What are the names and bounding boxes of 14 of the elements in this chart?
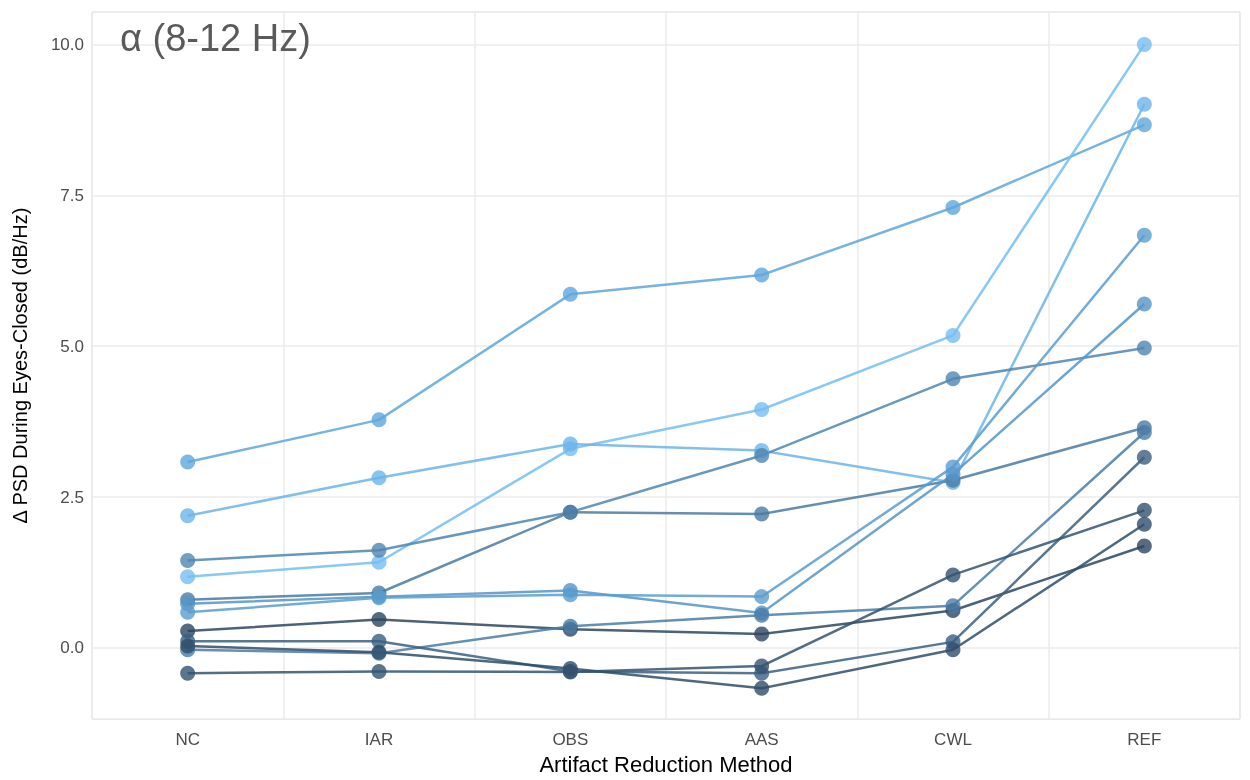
- y-tick-label: 10.0: [50, 35, 84, 55]
- x-tick-label: OBS: [552, 730, 589, 750]
- y-axis-title: Δ PSD During Eyes-Closed (dB/Hz): [9, 207, 31, 524]
- x-tick-label: NC: [175, 730, 200, 750]
- x-tick-label: REF: [1127, 730, 1162, 750]
- x-tick-label: IAR: [364, 730, 394, 750]
- y-tick-label: 0.0: [60, 638, 84, 658]
- y-tick-label: 7.5: [60, 185, 84, 205]
- chart-title: α (8-12 Hz): [120, 17, 311, 59]
- y-tick-label: 5.0: [60, 336, 84, 356]
- x-tick-label: CWL: [934, 730, 972, 750]
- y-tick-label: 2.5: [60, 487, 84, 507]
- x-tick-label: AAS: [744, 730, 779, 750]
- x-axis-title: Artifact Reduction Method: [539, 751, 793, 777]
